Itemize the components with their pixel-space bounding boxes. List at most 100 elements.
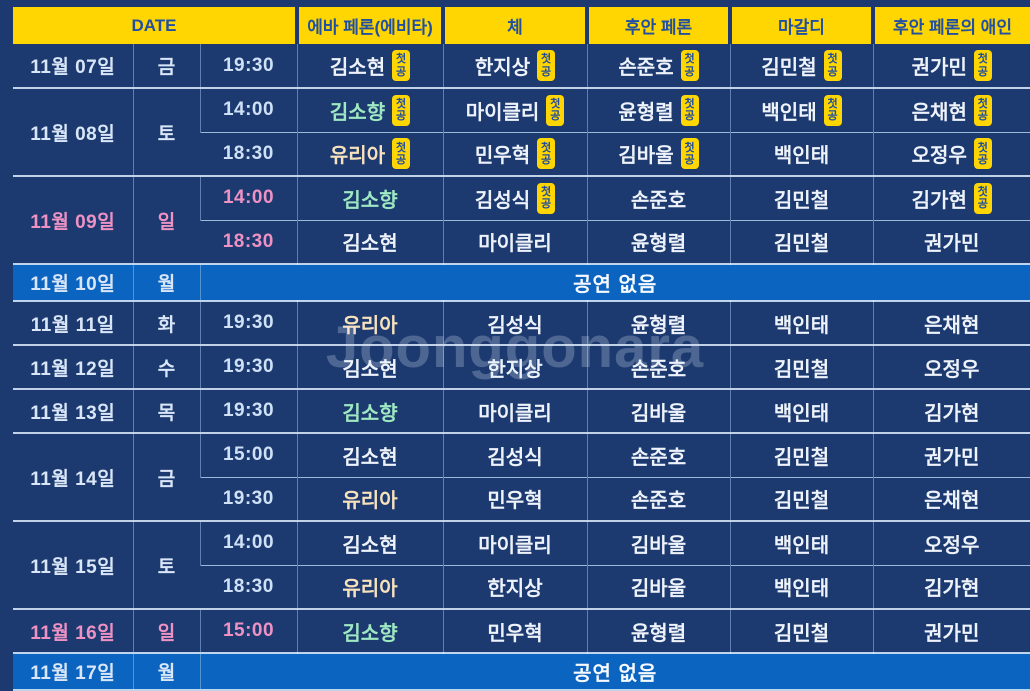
schedule-row-noshow: 11월 10일 월 공연 없음 [13,263,1030,302]
cast-name: 김소현 [329,57,386,79]
cast-name: 오정우 [924,534,980,557]
cast-name-wrap: 권가민 [924,441,979,470]
schedule-row: 11월 16일 일 15:00 김소향 민우혁 윤형렬 김민철 권가민 [13,608,1030,653]
cast-name: 마이클리 [465,101,540,124]
cast-name: 김성식 [474,189,531,212]
cast-name-wrap: 마이클리 첫 공 [465,94,565,126]
cast-name: 윤형렬 [630,622,687,645]
cast-cell: 김가현 [872,388,1030,433]
cast-cell: 윤형렬 첫 공 [586,87,730,132]
cast-name: 은채현 [911,101,967,124]
cast-name-wrap: 김성식 첫 공 [474,182,556,214]
date-cell: 11월 15일 [13,520,133,609]
cast-cell: 백인태 [729,131,873,176]
badge-char: 공 [977,153,988,166]
cast-name: 민우혁 [474,145,531,168]
day-cell: 토 [132,87,200,176]
date-cell: 11월 07일 [30,57,116,78]
time-cell: 14:00 [199,87,297,132]
cast-cell: 손준호 [586,175,730,220]
cast-cell: 손준호 첫 공 [586,44,730,88]
cast-name-wrap: 오정우 [924,529,979,558]
cast-name: 마이클리 [478,233,552,256]
time-cell: 19:30 [200,476,297,521]
schedule-row: 11월 08일 토 14:00 김소향 첫 공 마이클리 첫 공 윤형렬 첫 공 백인태 첫 공 은채현 첫 공 [13,87,1030,176]
cast-cell: 김소향 [296,388,443,433]
cast-cell: 은채현 첫 공 [872,87,1030,132]
cast-cell: 권가민 [872,608,1030,653]
cast-cell: 한지상 [442,344,587,389]
cast-cell: 권가민 첫 공 [872,44,1030,88]
cast-name-wrap: 민우혁 첫 공 [474,138,556,170]
header-row: DATE 에바 페론(에비타) 체 후안 페론 마갈디 후안 페론의 애인 [13,7,1030,44]
cast-name-wrap: 백인태 [774,397,829,426]
cast-name-wrap: 김소현 [342,441,397,470]
cast-name: 김민철 [773,446,830,469]
cast-cell: 김성식 첫 공 [442,175,587,220]
day-cell: 일 [132,175,200,264]
cast-name: 김소향 [342,189,398,212]
cast-name: 민우혁 [487,490,543,513]
schedule-row: 11월 07일 금 19:30 김소현 첫 공 한지상 첫 공 손준호 첫 공 김민철 첫 공 권가민 첫 공 [13,44,1030,88]
cast-name-wrap: 백인태 [774,529,829,558]
day-cell: 금 [132,432,200,521]
cast-name-wrap: 백인태 [774,309,829,338]
cast-cell: 김민철 [729,219,873,264]
schedule-row: 11월 12일 수 19:30 김소현 한지상 손준호 김민철 오정우 [13,344,1030,389]
day-cell: 수 [132,344,200,389]
day-cell: 월 [132,263,200,302]
cast-name-wrap: 민우혁 [487,617,542,646]
cast-name: 권가민 [924,233,980,256]
cast-name-wrap: 권가민 [924,617,979,646]
cast-name-wrap: 김민철 첫 공 [761,50,842,81]
badge-char: 공 [684,110,695,123]
cast-cell: 김민철 [729,344,873,389]
day-cell: 토 [132,520,200,609]
cast-name-wrap: 은채현 [924,484,979,513]
cast-name-wrap: 손준호 [631,484,686,513]
cast-name-wrap: 유리아 [342,484,397,513]
cast-name: 마이클리 [478,402,552,425]
cast-name-wrap: 김소향 [342,397,397,426]
no-show-cell: 공연 없음 [199,263,1030,302]
badge-char: 첫 [977,98,988,111]
cast-cell: 김소향 첫 공 [296,87,443,132]
time-cell: 19:30 [199,388,297,433]
cast-name-wrap: 마이클리 [478,397,552,426]
schedule-row: 11월 15일 토 14:00 김소현 마이클리 김바울 백인태 오정우 [13,520,1030,609]
cast-cell: 백인태 첫 공 [729,87,873,132]
time-cell: 18:30 [200,564,297,609]
cast-name: 마이클리 [478,534,552,557]
cast-name: 김소향 [329,101,386,124]
schedule-row-noshow: 11월 17일 월 공연 없음 [13,652,1030,691]
cast-name: 손준호 [630,358,687,381]
cast-name: 권가민 [911,57,967,79]
cast-cell: 김소향 [296,175,443,220]
time-cell: 19:30 [199,44,297,88]
badge-char: 첫 [684,141,695,154]
badge-char: 첫 [541,186,552,199]
cast-cell: 한지상 [442,564,587,609]
time-cell: 15:00 [199,432,297,477]
date-cell: 11월 16일 [13,608,133,653]
cast-name: 손준호 [630,490,687,513]
cast-cell: 김민철 [729,175,873,220]
cast-name: 김바울 [630,534,687,557]
cast-name-wrap: 김소현 [342,227,397,256]
cast-name: 김소현 [342,534,398,557]
time-cell: 14:00 [199,520,297,565]
cast-name-wrap: 손준호 첫 공 [618,50,699,81]
cast-name: 은채현 [924,490,980,513]
schedule-row: 18:30 유리아 한지상 김바울 백인태 김가현 [13,564,1030,609]
badge-char: 공 [977,110,988,123]
cast-name: 백인태 [773,314,830,337]
cast-name-wrap: 오정우 첫 공 [912,138,992,170]
